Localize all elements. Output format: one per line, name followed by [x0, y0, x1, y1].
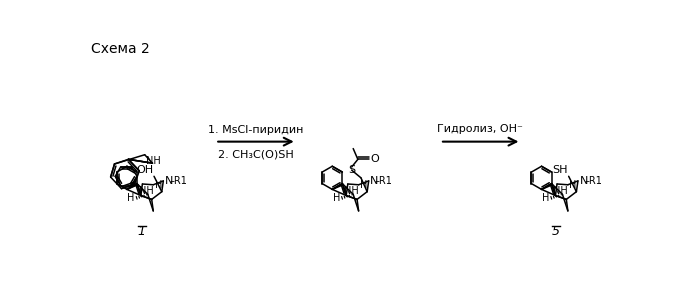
Text: Гидролиз, OH⁻: Гидролиз, OH⁻ [438, 124, 524, 134]
Text: H: H [570, 180, 577, 190]
Text: N: N [165, 176, 173, 186]
Text: O: O [370, 154, 379, 164]
Text: 2. CH₃C(O)SH: 2. CH₃C(O)SH [217, 149, 294, 159]
Text: H: H [154, 180, 162, 190]
Text: N: N [579, 176, 588, 186]
Text: NH: NH [553, 186, 568, 195]
Text: N: N [370, 176, 379, 186]
Text: NH: NH [146, 155, 161, 166]
Text: Схема 2: Схема 2 [92, 42, 150, 56]
Text: –R1: –R1 [584, 176, 602, 186]
Text: –R1: –R1 [375, 176, 393, 186]
Text: NH: NH [138, 186, 153, 195]
Text: SH: SH [552, 165, 568, 175]
Text: NH: NH [344, 186, 359, 195]
Text: OH: OH [136, 165, 153, 175]
Text: 1: 1 [138, 225, 145, 238]
Text: 5: 5 [552, 225, 561, 238]
Text: –R1: –R1 [170, 176, 187, 186]
Text: 1. MsCl-пиридин: 1. MsCl-пиридин [208, 125, 303, 135]
Text: H: H [360, 180, 368, 190]
Text: S: S [348, 165, 355, 175]
Text: H: H [542, 193, 549, 203]
Text: H: H [127, 193, 135, 203]
Text: H: H [333, 193, 340, 203]
